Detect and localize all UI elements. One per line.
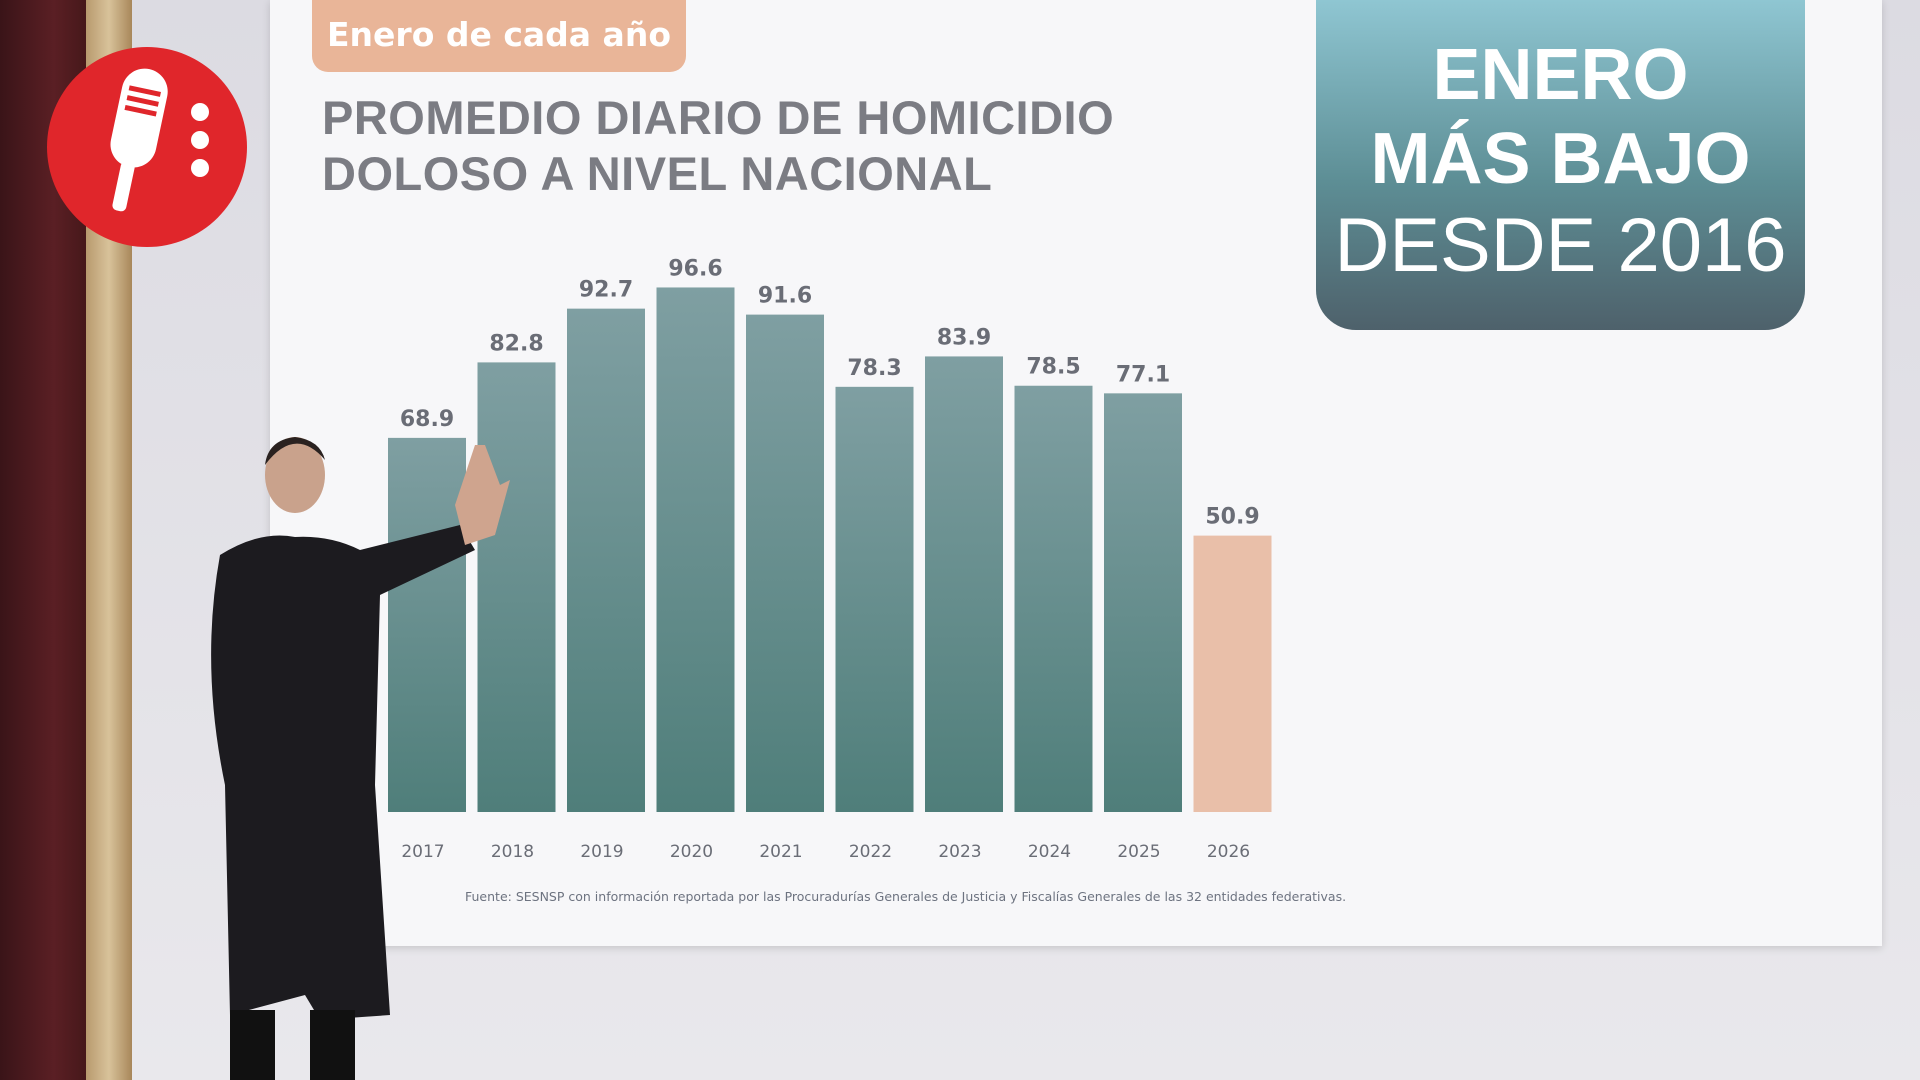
bar-2018: [477, 362, 556, 812]
microphone-icon: [110, 68, 209, 212]
source-note: Fuente: SESNSP con información reportada…: [465, 889, 1347, 904]
x-tick-2023: 2023: [938, 842, 981, 862]
bar-2024: [1014, 385, 1093, 812]
x-tick-2021: 2021: [759, 842, 802, 862]
period-tag: Enero de cada año: [312, 0, 686, 72]
data-label-2024: 78.5: [1026, 355, 1080, 380]
x-tick-2019: 2019: [580, 842, 623, 862]
presenter-silhouette: [211, 437, 510, 1080]
x-tick-2017: 2017: [401, 842, 444, 862]
bar-2022: [835, 386, 914, 812]
bar-2025: [1104, 393, 1182, 812]
bar-2017: [388, 437, 466, 812]
badge-line-3: DESDE 2016: [1334, 203, 1787, 288]
x-tick-2024: 2024: [1028, 842, 1071, 862]
data-label-2025: 77.1: [1116, 362, 1170, 387]
chart-title: PROMEDIO DIARIO DE HOMICIDIO DOLOSO A NI…: [322, 90, 1114, 202]
x-tick-2018: 2018: [491, 842, 534, 862]
data-label-2022: 78.3: [847, 356, 901, 381]
bar-2023: [925, 356, 1003, 812]
bar-2020: [656, 287, 735, 812]
x-tick-2022: 2022: [849, 842, 892, 862]
badge-line-1: ENERO: [1432, 35, 1689, 115]
data-label-2020: 96.6: [668, 256, 722, 281]
bar-2021: [746, 314, 824, 812]
logo: [47, 47, 247, 247]
data-label-2019: 92.7: [579, 278, 633, 303]
x-tick-2025: 2025: [1117, 842, 1160, 862]
x-tick-2026: 2026: [1207, 842, 1250, 862]
data-label-2023: 83.9: [937, 325, 991, 350]
title-line-1: PROMEDIO DIARIO DE HOMICIDIO: [322, 91, 1115, 144]
data-label-2017: 68.9: [400, 407, 454, 432]
bar-2019: [567, 308, 645, 812]
x-tick-2020: 2020: [670, 842, 713, 862]
highlight-badge: ENERO MÁS BAJO DESDE 2016: [1316, 0, 1805, 330]
badge-line-2: MÁS BAJO: [1370, 119, 1751, 199]
data-label-2026: 50.9: [1205, 505, 1259, 530]
data-label-2018: 82.8: [489, 331, 543, 356]
bar-2026: [1193, 535, 1272, 812]
title-line-2: DOLOSO A NIVEL NACIONAL: [322, 147, 993, 200]
data-label-2021: 91.6: [758, 284, 812, 309]
